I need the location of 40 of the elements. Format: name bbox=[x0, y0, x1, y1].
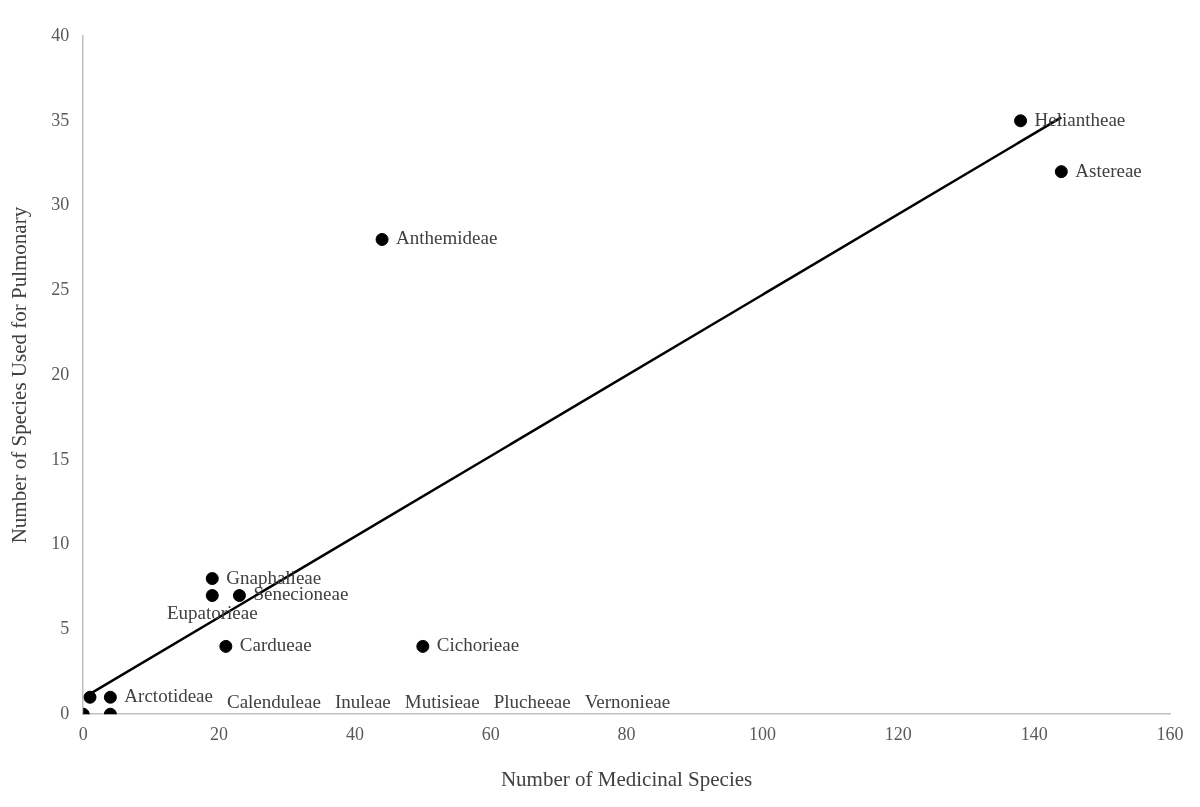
y-tick-label: 40 bbox=[51, 24, 70, 45]
point bbox=[219, 639, 233, 653]
annotation: Cardueae bbox=[239, 634, 312, 656]
annotation: Astereae bbox=[1075, 159, 1142, 181]
x-tick-label: 160 bbox=[1156, 723, 1184, 744]
y-tick-label: 25 bbox=[51, 279, 70, 300]
annotation: Anthemideae bbox=[396, 227, 498, 249]
y-tick-label: 0 bbox=[60, 702, 70, 723]
x-tick-label: 140 bbox=[1020, 723, 1048, 744]
point bbox=[375, 232, 389, 246]
y-tick-label: 35 bbox=[51, 109, 70, 130]
point bbox=[232, 589, 246, 603]
x-tick-label: 100 bbox=[748, 723, 776, 744]
x-tick-label: 20 bbox=[210, 723, 229, 744]
y-tick-label: 15 bbox=[51, 448, 70, 469]
annotation: Calenduleae bbox=[226, 691, 321, 713]
point bbox=[416, 639, 430, 653]
x-tick-label: 40 bbox=[345, 723, 364, 744]
annotation: Arctotideae bbox=[124, 685, 213, 707]
point bbox=[103, 690, 117, 704]
y-tick-label: 20 bbox=[51, 363, 70, 384]
annotation: Vernonieae bbox=[584, 691, 671, 713]
x-axis-title: Number of Medicinal Species bbox=[500, 766, 753, 791]
annotation: Inuleae bbox=[334, 691, 391, 713]
x-tick-label: 120 bbox=[884, 723, 912, 744]
annotation: Plucheeae bbox=[493, 691, 571, 713]
point bbox=[1014, 114, 1028, 128]
point bbox=[205, 572, 219, 586]
point bbox=[1054, 165, 1068, 179]
y-tick-label: 5 bbox=[60, 618, 70, 639]
point bbox=[83, 690, 97, 704]
x-tick-label: 0 bbox=[78, 723, 88, 744]
x-tick-label: 60 bbox=[481, 723, 500, 744]
point bbox=[205, 589, 219, 603]
y-tick-label: 10 bbox=[51, 533, 70, 554]
x-tick-label: 80 bbox=[617, 723, 636, 744]
y-tick-label: 30 bbox=[51, 194, 70, 215]
y-axis-title: Number of Species Used for Pulmonary bbox=[7, 206, 32, 544]
annotation: Cichorieae bbox=[436, 634, 520, 656]
annotation: Mutisieae bbox=[404, 691, 480, 713]
